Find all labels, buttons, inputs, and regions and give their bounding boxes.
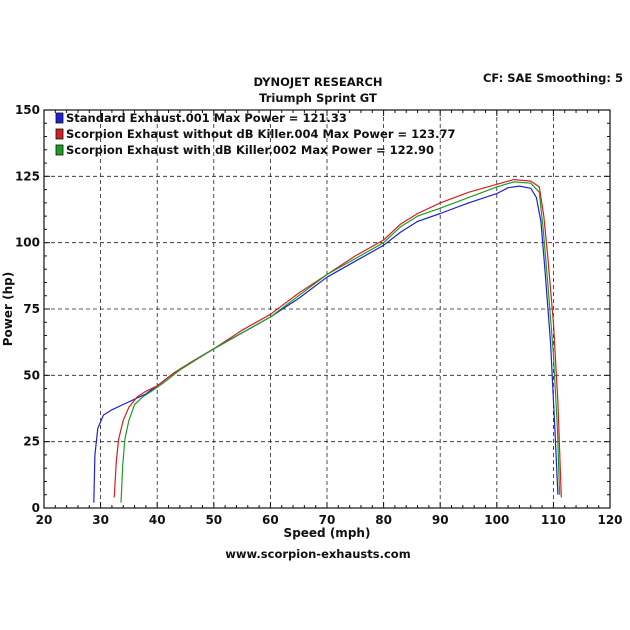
series-line-0 bbox=[93, 185, 559, 503]
chart-subtitle: Triumph Sprint GT bbox=[259, 91, 377, 105]
legend-swatch-scorpion-without-db-killer bbox=[55, 128, 64, 140]
y-tick-labels: 0 25 50 75 100 125 150 bbox=[15, 103, 40, 515]
x-tick-label: 60 bbox=[262, 513, 279, 527]
y-tick-label: 100 bbox=[15, 236, 40, 250]
series-lines bbox=[93, 179, 562, 503]
x-axis-label: Speed (mph) bbox=[284, 526, 371, 540]
x-tick-label: 50 bbox=[205, 513, 222, 527]
x-tick-label: 70 bbox=[319, 513, 336, 527]
y-tick-label: 125 bbox=[15, 169, 40, 183]
y-axis-label: Power (hp) bbox=[1, 272, 15, 346]
x-tick-label: 90 bbox=[432, 513, 449, 527]
legend: Standard Exhaust.001 Max Power = 121.33 … bbox=[55, 111, 456, 157]
legend-label-standard: Standard Exhaust.001 Max Power = 121.33 bbox=[66, 111, 347, 125]
x-tick-label: 20 bbox=[36, 513, 53, 527]
x-tick-label: 40 bbox=[149, 513, 166, 527]
x-tick-label: 100 bbox=[484, 513, 509, 527]
x-tick-label: 120 bbox=[597, 513, 622, 527]
x-tick-label: 110 bbox=[541, 513, 566, 527]
chart-settings: CF: SAE Smoothing: 5 bbox=[483, 71, 623, 85]
legend-swatch-scorpion-with-db-killer bbox=[55, 144, 64, 156]
series-line-2 bbox=[120, 181, 561, 503]
minor-ticks bbox=[43, 109, 611, 509]
y-tick-label: 150 bbox=[15, 103, 40, 117]
y-tick-label: 0 bbox=[32, 501, 40, 515]
y-tick-label: 75 bbox=[23, 302, 40, 316]
series-line-1 bbox=[113, 179, 562, 498]
chart-title: DYNOJET RESEARCH bbox=[253, 75, 382, 89]
grid bbox=[44, 110, 610, 508]
y-tick-label: 25 bbox=[23, 435, 40, 449]
legend-label-scorpion-with-db-killer: Scorpion Exhaust with dB Killer.002 Max … bbox=[66, 143, 434, 157]
legend-label-scorpion-without-db-killer: Scorpion Exhaust without dB Killer.004 M… bbox=[66, 127, 456, 141]
x-tick-label: 30 bbox=[92, 513, 109, 527]
x-tick-labels: 20 30 40 50 60 70 80 90 100 110 120 bbox=[36, 513, 623, 527]
x-tick-label: 80 bbox=[375, 513, 392, 527]
legend-swatch-standard bbox=[55, 112, 64, 124]
footer-url: www.scorpion-exhausts.com bbox=[225, 547, 410, 561]
y-tick-label: 50 bbox=[23, 368, 40, 382]
